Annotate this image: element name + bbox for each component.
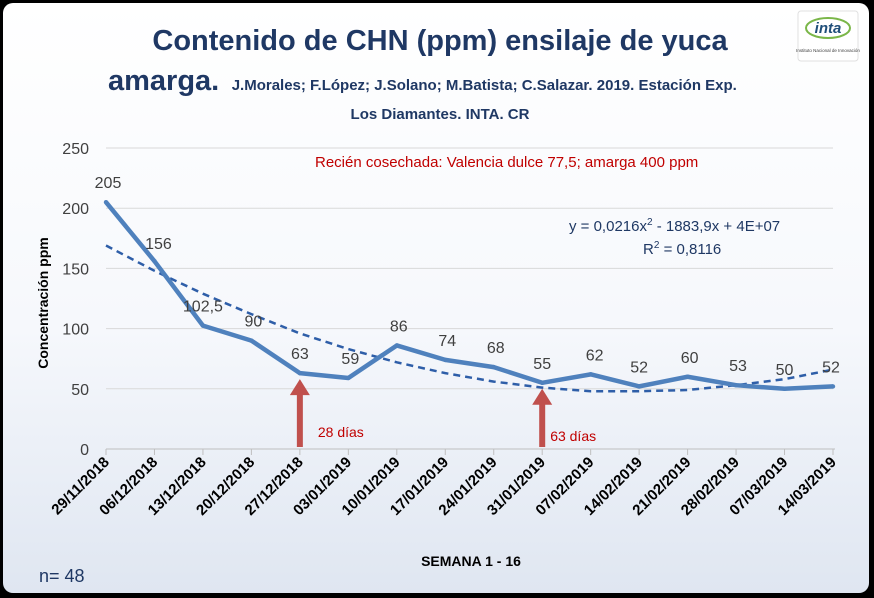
data-point (540, 380, 545, 385)
data-point (588, 372, 593, 377)
data-label: 86 (390, 318, 408, 335)
data-point (297, 370, 303, 376)
eq-rest: - 1883,9x + 4E+07 (653, 218, 781, 235)
data-label: 52 (630, 359, 648, 376)
data-point (830, 384, 836, 389)
data-point (103, 199, 109, 205)
trendline (105, 244, 834, 393)
data-point (249, 338, 254, 343)
data-label: 60 (681, 350, 699, 367)
r2-sup: 2 (654, 240, 660, 251)
data-label: 52 (822, 359, 840, 376)
data-point (782, 386, 787, 391)
r2-rest: = 0,8116 (659, 241, 721, 258)
data-label: 62 (586, 347, 604, 364)
arrows: 28 días 63 días (289, 379, 596, 447)
y-tick-label: 0 (80, 442, 89, 459)
data-point (346, 375, 351, 381)
data-label: 205 (95, 175, 122, 192)
x-axis-ticks: 29/11/201806/12/201813/12/201820/12/2018… (48, 449, 840, 519)
data-point (491, 364, 496, 370)
data-label: 90 (245, 314, 263, 331)
data-point (636, 384, 642, 389)
data-point (200, 323, 206, 328)
chart-title-big: amarga. (108, 65, 219, 97)
chart-frame: Contenido de CHN (ppm) ensilaje de yuca … (3, 3, 869, 593)
y-tick-label: 50 (71, 382, 89, 399)
data-label: 156 (145, 236, 172, 253)
data-label: 53 (729, 358, 747, 375)
logo-text: inta (815, 20, 842, 37)
data-point (152, 258, 157, 264)
trend-equation: y = 0,0216x2 - 1883,9x + 4E+07 (569, 217, 780, 235)
data-series (103, 199, 836, 392)
data-label: 68 (487, 340, 505, 357)
data-point (443, 357, 448, 363)
trendline-path (105, 244, 834, 393)
r2-main: R (643, 241, 654, 258)
sample-size: n= 48 (39, 566, 85, 586)
eq-sup: 2 (647, 217, 653, 228)
x-axis-title: SEMANA 1 - 16 (421, 553, 521, 569)
arrow-head (532, 388, 553, 405)
chart-title-line1: Contenido de CHN (ppm) ensilaje de yuca (152, 25, 728, 57)
y-tick-label: 250 (62, 141, 89, 158)
gridlines (106, 147, 833, 390)
arrow-63-days: 63 días (532, 388, 596, 447)
r-squared: R2 = 0,8116 (643, 240, 721, 258)
y-tick-label: 200 (62, 201, 89, 218)
chart: Contenido de CHN (ppm) ensilaje de yuca … (35, 10, 860, 586)
data-label: 102,5 (183, 299, 223, 316)
y-tick-label: 100 (62, 322, 89, 339)
data-label: 63 (291, 346, 309, 363)
series-line (104, 200, 834, 392)
data-point (394, 343, 399, 348)
chart-title-line3: Los Diamantes. INTA. CR (351, 106, 530, 123)
data-label: 59 (341, 351, 359, 368)
arrow-head (289, 379, 310, 396)
y-axis-ticks: 0 50 100 150 200 250 (62, 141, 89, 459)
y-axis-title: Concentración ppm (35, 237, 51, 368)
data-labels: 205 156 102,5 90 63 59 86 74 68 55 62 52 60 53 50 52 (95, 175, 840, 379)
data-point (685, 374, 690, 379)
data-point (733, 382, 739, 388)
arrow-28-days: 28 días (289, 379, 364, 447)
inta-logo-icon: inta Instituto Nacional de Innovación (796, 10, 860, 62)
arrow-label: 28 días (318, 424, 364, 440)
y-tick-label: 150 (62, 261, 89, 278)
logo-subtext: Instituto Nacional de Innovación (796, 48, 860, 53)
eq-main: y = 0,0216x (569, 218, 647, 235)
arrow-label: 63 días (550, 428, 596, 444)
chart-title-line2: amarga. J.Morales; F.López; J.Solano; M.… (108, 65, 737, 97)
data-label: 74 (438, 333, 456, 350)
chart-title-citation: J.Morales; F.López; J.Solano; M.Batista;… (232, 77, 737, 94)
data-label: 50 (776, 362, 794, 379)
data-label: 55 (533, 356, 551, 373)
harvest-note: Recién cosechada: Valencia dulce 77,5; a… (315, 154, 698, 171)
